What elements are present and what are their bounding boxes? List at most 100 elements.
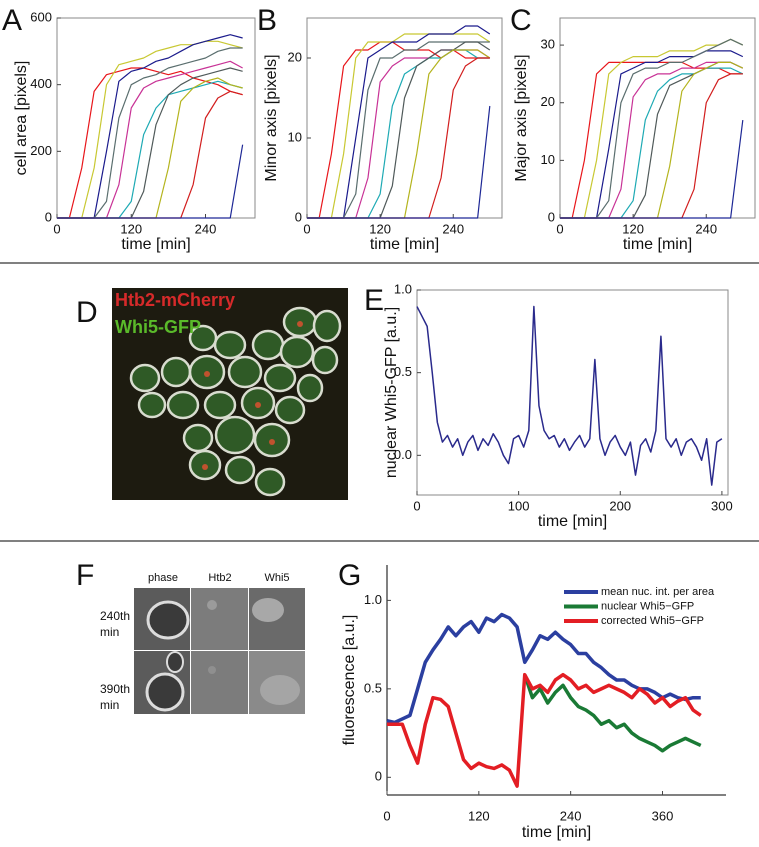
x-tick-label: 120 — [622, 221, 644, 236]
panel-letter: A — [2, 4, 22, 37]
cell — [214, 415, 256, 455]
cell — [160, 356, 192, 388]
x-axis-label: time [min] — [538, 513, 607, 530]
cell — [224, 455, 256, 485]
y-axis-label: nuclear Whi5-GFP [a.u.] — [383, 307, 400, 478]
y-tick-label: 0 — [375, 769, 382, 784]
y-axis-label: cell area [pixels] — [13, 61, 30, 176]
data-line — [307, 25, 491, 219]
nucleus — [297, 321, 303, 327]
y-tick-label: 1.0 — [364, 592, 382, 607]
panel-letter: F — [76, 559, 94, 592]
nucleus — [202, 464, 208, 470]
cell — [129, 363, 161, 393]
y-axis-label: Minor axis [pixels] — [263, 54, 280, 181]
y-tick-label: 0 — [295, 209, 302, 224]
y-axis-label: Major axis [pixels] — [513, 54, 530, 181]
x-axis-label: time [min] — [623, 236, 692, 253]
panel-letter: G — [338, 559, 361, 592]
cell — [274, 395, 306, 425]
y-tick-label: 600 — [30, 9, 52, 24]
x-tick-label: 0 — [303, 221, 310, 236]
nucleus — [269, 439, 275, 445]
x-tick-label: 240 — [195, 221, 217, 236]
x-axis-label: time [min] — [522, 824, 591, 841]
x-tick-label: 200 — [609, 498, 631, 513]
y-tick-label: 1.0 — [394, 281, 412, 296]
cell-outline — [166, 651, 184, 673]
cell — [137, 391, 167, 419]
row-label: 240th — [100, 609, 130, 623]
x-tick-label: 120 — [369, 221, 391, 236]
data-line — [416, 305, 723, 486]
column-label: phase — [148, 572, 178, 584]
plot-frame — [56, 17, 256, 219]
legend-label: mean nuc. int. per area — [601, 586, 715, 598]
x-tick-label: 120 — [120, 221, 142, 236]
cell — [251, 329, 285, 361]
cell — [296, 373, 324, 403]
image-label: Whi5-GFP — [115, 317, 201, 337]
image-tile — [191, 651, 248, 714]
cell-outline — [146, 600, 190, 640]
y-tick-label: 10 — [288, 129, 302, 144]
row-label: min — [100, 625, 119, 639]
x-tick-label: 0 — [556, 221, 563, 236]
y-tick-label: 0 — [45, 209, 52, 224]
panel-letter: C — [510, 4, 532, 37]
x-tick-label: 240 — [695, 221, 717, 236]
panel-letter: E — [364, 284, 384, 317]
x-axis-label: time [min] — [121, 236, 190, 253]
image-grid: phase Htb2 Whi5 240th min 390th min — [100, 572, 305, 714]
column-label: Htb2 — [208, 572, 231, 584]
cell — [213, 330, 247, 360]
data-line — [57, 60, 243, 219]
cell — [227, 355, 263, 389]
cell — [311, 345, 339, 375]
y-axis-label: fluorescence [a.u.] — [341, 615, 358, 746]
y-tick-label: 20 — [541, 94, 555, 109]
y-tick-label: 0.5 — [364, 680, 382, 695]
nucleus-spot — [207, 600, 217, 610]
legend-label: nuclear Whi5−GFP — [601, 600, 694, 612]
cell — [166, 390, 200, 420]
cell — [312, 309, 342, 343]
x-tick-label: 300 — [711, 498, 733, 513]
x-tick-label: 0 — [53, 221, 60, 236]
y-tick-label: 20 — [288, 49, 302, 64]
legend-label: corrected Whi5−GFP — [601, 615, 704, 627]
data-line — [57, 67, 243, 219]
y-tick-label: 0.5 — [394, 364, 412, 379]
data-line — [386, 612, 701, 725]
cell — [182, 423, 214, 453]
data-line — [57, 40, 243, 219]
microscope-image: Htb2-mCherry Whi5-GFP — [112, 288, 348, 500]
y-tick-label: 0 — [548, 209, 555, 224]
image-tile — [191, 588, 248, 650]
y-tick-label: 400 — [30, 76, 52, 91]
plot-frame — [416, 289, 729, 496]
data-line — [560, 50, 744, 219]
row-label: 390th — [100, 682, 130, 696]
nucleus — [204, 371, 210, 377]
data-line — [523, 674, 702, 753]
row-label: min — [100, 698, 119, 712]
nucleus-spot — [252, 598, 284, 622]
x-tick-label: 360 — [652, 808, 674, 823]
y-tick-label: 30 — [541, 37, 555, 52]
data-line — [560, 38, 744, 219]
nucleus — [255, 402, 261, 408]
x-tick-label: 240 — [560, 808, 582, 823]
nucleus-spot — [208, 666, 216, 674]
cell-outline — [145, 672, 185, 712]
nuclei — [202, 321, 303, 470]
data-line — [560, 119, 744, 219]
data-line — [307, 105, 491, 219]
data-line — [57, 90, 243, 219]
data-line — [387, 672, 702, 788]
x-tick-label: 0 — [413, 498, 420, 513]
panel-letter: B — [257, 4, 277, 37]
cell — [254, 467, 286, 497]
cell — [279, 335, 315, 369]
